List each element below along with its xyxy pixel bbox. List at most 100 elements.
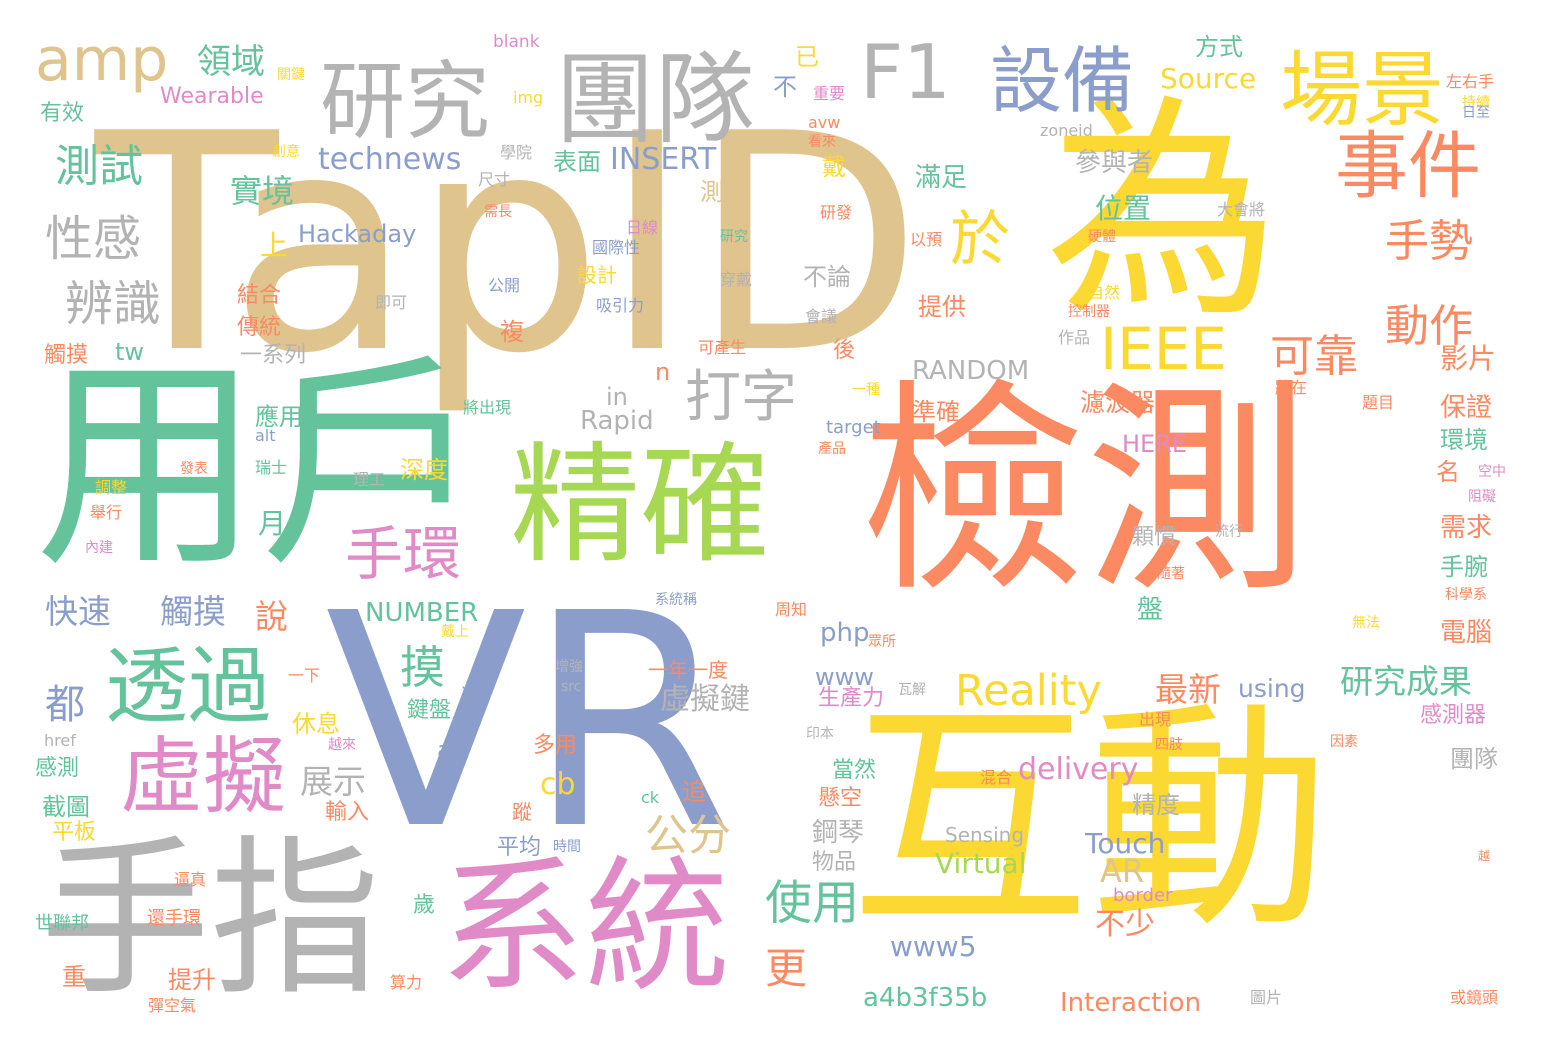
word-162: 將在: [1275, 378, 1308, 397]
word-69: 精度: [1132, 791, 1180, 819]
word-88: 應用: [255, 403, 303, 431]
word-154: 穿戴: [720, 270, 753, 289]
word-115: 蹤: [512, 800, 532, 824]
word-98: 當然: [832, 758, 877, 783]
word-53: a4b3f35b: [863, 983, 988, 1013]
word-141: 日線: [626, 218, 659, 237]
word-89: 休息: [292, 710, 340, 738]
word-45: php: [820, 618, 870, 648]
word-118: 名: [1436, 458, 1460, 486]
word-19: 虛擬: [120, 728, 286, 825]
word-6: 手指: [40, 821, 381, 1019]
word-24: 動作: [1385, 301, 1473, 352]
word-175: 隨著: [1157, 566, 1185, 582]
word-33: INSERT: [610, 142, 717, 177]
word-119: 後: [833, 338, 856, 363]
word-110: tw: [115, 338, 145, 366]
word-76: 感測器: [1420, 703, 1487, 728]
word-5: 互動: [850, 680, 1331, 960]
word-84: 提供: [918, 293, 966, 321]
word-140: 需長: [484, 204, 512, 220]
word-95: 多用: [533, 733, 578, 758]
word-39: 實境: [230, 172, 295, 210]
word-78: 方式: [1195, 33, 1243, 61]
word-113: a: [437, 736, 452, 764]
word-151: 關鍵: [277, 67, 305, 83]
word-80: 不: [773, 73, 797, 101]
word-48: delivery: [1018, 752, 1139, 787]
word-198: 算力: [390, 973, 423, 992]
word-170: 舉行: [90, 503, 123, 522]
word-41: 說: [255, 597, 288, 636]
word-106: 設計: [577, 263, 617, 287]
word-164: 將出現: [463, 398, 512, 417]
word-7: 系統: [440, 843, 730, 1012]
word-77: 團隊: [1450, 745, 1498, 773]
word-181: 增強: [555, 659, 583, 675]
word-128: img: [513, 88, 544, 107]
word-13: F1: [860, 28, 951, 116]
word-132: src: [561, 679, 582, 695]
word-138: 學院: [500, 143, 533, 162]
word-130: alt: [255, 426, 276, 445]
word-166: 理工: [353, 470, 386, 489]
word-133: XR: [461, 683, 484, 702]
word-90: 輸入: [325, 800, 370, 825]
word-124: border: [1113, 885, 1173, 906]
word-103: 傳統: [237, 315, 282, 340]
word-180: 眾所: [868, 634, 896, 650]
word-196: 重: [62, 963, 86, 991]
word-143: 研究: [720, 229, 748, 245]
word-32: technews: [318, 142, 462, 177]
word-161: 一種: [852, 382, 880, 398]
word-134: ck: [641, 788, 660, 807]
word-176: 系統稱: [655, 592, 697, 608]
word-179: 無法: [1352, 615, 1380, 631]
word-29: 公分: [645, 811, 731, 861]
word-75: 電腦: [1440, 618, 1493, 648]
word-92: 感測: [35, 756, 80, 781]
word-147: 研發: [820, 203, 853, 222]
word-117: 盤: [1137, 595, 1164, 625]
word-34: Source: [1160, 62, 1257, 95]
word-15: 事件: [1335, 124, 1481, 209]
word-57: Virtual: [935, 847, 1027, 880]
word-123: Sensing: [945, 823, 1025, 847]
word-182: 戴上: [441, 624, 469, 640]
word-160: 可產生: [698, 338, 747, 357]
word-193: 逼真: [174, 870, 207, 889]
word-177: 周知: [775, 600, 808, 619]
word-136: 持續: [1462, 95, 1490, 111]
word-18: 透過: [105, 638, 271, 735]
word-109: 上: [260, 229, 289, 262]
word-62: 位置: [1095, 192, 1152, 225]
word-28: 辨識: [65, 276, 162, 332]
word-94: 提升: [168, 966, 216, 994]
word-116: 歲: [413, 893, 436, 918]
word-153: 吸引力: [596, 296, 645, 315]
word-121: 鍵盤: [407, 698, 452, 723]
word-185: 印本: [806, 726, 834, 742]
word-127: blank: [493, 32, 540, 52]
word-192: 越: [1478, 849, 1491, 863]
word-31: 研究成果: [1340, 662, 1472, 701]
word-22: 可靠: [1270, 331, 1358, 382]
word-10: 研究: [320, 53, 491, 152]
word-85: 不論: [803, 263, 851, 291]
word-71: 保證: [1440, 393, 1493, 423]
word-55: www5: [890, 930, 977, 963]
word-40: 領域: [197, 42, 265, 82]
word-172: 空中: [1478, 464, 1506, 480]
word-190: 因素: [1330, 734, 1358, 750]
word-139: 尺寸: [478, 170, 511, 189]
word-112: in: [606, 383, 628, 411]
word-9: 團隊: [555, 41, 755, 158]
word-52: RANDOM: [912, 356, 1030, 386]
word-144: 以預: [910, 230, 943, 249]
word-17: 於: [950, 205, 1010, 275]
word-188: 四肢: [1155, 737, 1183, 753]
word-83: 戴: [822, 153, 846, 181]
word-189: 混合: [980, 768, 1013, 787]
word-107: 一年一度: [648, 658, 728, 682]
